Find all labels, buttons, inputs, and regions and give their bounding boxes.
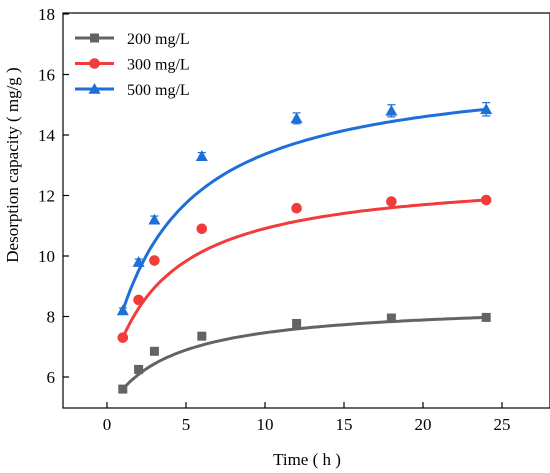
data-point-1 [386,313,396,323]
series-line-1 [121,315,487,391]
y-axis-title: Desorption capacity ( mg/g ) [3,67,22,262]
legend-marker-2 [89,58,100,69]
y-tick-label: 16 [38,66,55,85]
y-tick-label: 6 [47,368,56,387]
x-axis-title: Time ( h ) [273,450,341,469]
data-point-3 [480,103,493,115]
error-bars [118,102,491,392]
legend-marker-1 [90,33,99,43]
data-point-3 [385,104,398,116]
data-point-3 [116,304,129,316]
x-tick-label: 25 [494,415,511,434]
data-point-1 [197,331,207,341]
data-point-2 [480,194,492,206]
x-tick-label: 5 [182,415,191,434]
y-tick-label: 14 [38,126,56,145]
y-tick-label: 8 [47,308,56,327]
data-point-2 [196,223,208,235]
data-point-2 [386,196,397,207]
data-point-3 [290,112,303,124]
series-line-3 [121,107,487,311]
data-point-3 [148,213,161,225]
data-point-2 [133,294,144,306]
data-markers [116,103,493,394]
x-tick-label: 0 [103,415,112,434]
legend: 200 mg/L 300 mg/L 500 mg/L [75,31,190,99]
data-point-2 [291,202,302,214]
data-point-3 [195,150,208,161]
plot-frame [62,12,550,409]
legend-marker-3 [88,83,101,94]
y-tick-label: 12 [38,187,55,206]
fit-curves [121,107,487,391]
data-point-3 [132,256,145,267]
data-point-2 [117,332,129,343]
axes: 0 5 10 15 20 25 6 8 10 12 14 16 18 [38,5,550,434]
y-tick-label: 10 [38,247,55,266]
data-point-1 [292,318,302,328]
x-tick-label: 15 [336,415,353,434]
x-tick-label: 20 [415,415,432,434]
y-tick-label: 18 [38,5,55,24]
x-tick-label: 10 [257,415,274,434]
series-line-2 [121,198,487,339]
data-point-2 [149,255,160,266]
data-point-1 [481,312,491,322]
data-point-1 [134,364,144,374]
legend-label-2: 300 mg/L [127,57,190,74]
legend-label-3: 500 mg/L [127,82,190,99]
legend-label-1: 200 mg/L [127,31,190,48]
data-point-1 [118,384,128,394]
data-point-1 [149,346,159,356]
